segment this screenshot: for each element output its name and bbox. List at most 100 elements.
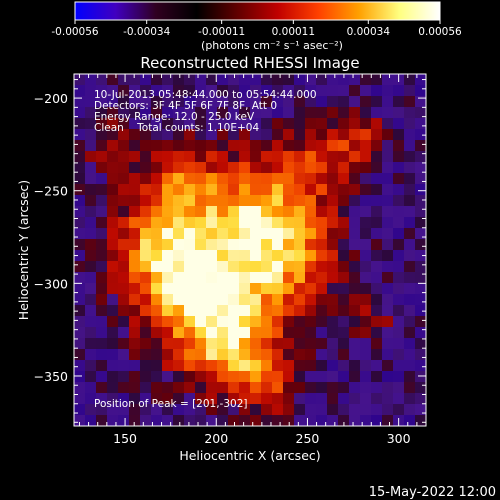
heatmap-cell (107, 206, 119, 218)
heatmap-cell (371, 151, 383, 163)
heatmap-cell (184, 382, 196, 394)
heatmap-cell (415, 305, 426, 317)
heatmap-cell (96, 250, 108, 262)
heatmap-cell (294, 162, 306, 174)
heatmap-cell (371, 129, 383, 141)
heatmap-cell (85, 261, 97, 273)
heatmap-cell (217, 206, 229, 218)
heatmap-cell (74, 195, 86, 207)
heatmap-cell (338, 283, 350, 295)
colorbar-strip (74, 1, 441, 21)
heatmap-cell (360, 250, 372, 262)
heatmap-cell (118, 349, 130, 361)
heatmap-cell (272, 195, 284, 207)
heatmap-cell (261, 217, 273, 229)
heatmap-cell (239, 272, 251, 284)
heatmap-cell (217, 382, 229, 394)
heatmap-cells (74, 74, 426, 426)
heatmap-cell (338, 327, 350, 339)
heatmap-cell (382, 305, 394, 317)
heatmap-cell (239, 382, 251, 394)
heatmap-cell (217, 85, 229, 97)
heatmap-cell (393, 371, 405, 383)
heatmap-cell (206, 217, 218, 229)
heatmap-cell (195, 261, 207, 273)
heatmap-cell (118, 173, 130, 185)
heatmap-cell (151, 118, 163, 130)
heatmap-cell (261, 129, 273, 141)
heatmap-cell (228, 404, 240, 416)
heatmap-cell (360, 195, 372, 207)
heatmap-cell (107, 140, 119, 152)
colorbar-ticks: -0.00056 -0.00034 -0.00011 0.00011 0.00034 0.… (51, 20, 462, 38)
heatmap-cell (206, 338, 218, 350)
heatmap-cell (283, 118, 295, 130)
heatmap-cell (96, 151, 108, 163)
heatmap-cell (360, 151, 372, 163)
heatmap-cell (184, 107, 196, 119)
heatmap-cell (107, 173, 119, 185)
heatmap-cell (217, 162, 229, 174)
heatmap-cell (228, 140, 240, 152)
heatmap-cell (96, 349, 108, 361)
heatmap-cell (349, 151, 361, 163)
heatmap-cell (415, 404, 426, 416)
heatmap-cell (327, 349, 339, 361)
heatmap-cell (327, 162, 339, 174)
heatmap-cell (404, 184, 416, 196)
heatmap-cell (393, 305, 405, 317)
heatmap-cell (195, 283, 207, 295)
heatmap-cell (360, 140, 372, 152)
heatmap-cell (173, 371, 185, 383)
heatmap-cell (217, 129, 229, 141)
heatmap-cell (294, 250, 306, 262)
heatmap-cell (195, 118, 207, 130)
heatmap-cell (195, 305, 207, 317)
heatmap-cell (316, 184, 328, 196)
heatmap-cell (261, 151, 273, 163)
heatmap-cell (140, 305, 152, 317)
heatmap-cell (151, 184, 163, 196)
heatmap-cell (195, 74, 207, 86)
heatmap-cell (382, 107, 394, 119)
heatmap-cell (217, 250, 229, 262)
heatmap-cell (228, 327, 240, 339)
heatmap-cell (316, 206, 328, 218)
heatmap-cell (85, 349, 97, 361)
heatmap-cell (327, 294, 339, 306)
heatmap-cell (272, 206, 284, 218)
heatmap-cell (74, 129, 86, 141)
heatmap-cell (261, 250, 273, 262)
heatmap-cell (283, 140, 295, 152)
heatmap-cell (261, 184, 273, 196)
heatmap-cell (371, 96, 383, 108)
heatmap-cell (184, 283, 196, 295)
heatmap-cell (283, 129, 295, 141)
heatmap-cell (393, 195, 405, 207)
heatmap-cell (162, 393, 174, 405)
heatmap-cell (206, 305, 218, 317)
heatmap-cell (184, 162, 196, 174)
heatmap-cell (382, 283, 394, 295)
heatmap-cell (184, 173, 196, 185)
heatmap-cell (404, 415, 416, 426)
heatmap-cell (85, 305, 97, 317)
heatmap-cell (272, 74, 284, 86)
heatmap-cell (107, 96, 119, 108)
heatmap-cell (349, 393, 361, 405)
heatmap-cell (96, 206, 108, 218)
heatmap-cell (404, 393, 416, 405)
heatmap-cell (239, 118, 251, 130)
heatmap-cell (195, 140, 207, 152)
heatmap-cell (217, 393, 229, 405)
heatmap-cell (250, 162, 262, 174)
heatmap-cell (140, 382, 152, 394)
heatmap-cell (151, 294, 163, 306)
heatmap-cell (228, 305, 240, 317)
heatmap-cell (107, 107, 119, 119)
heatmap-cell (327, 217, 339, 229)
heatmap-cell (228, 239, 240, 251)
heatmap-cell (118, 250, 130, 262)
heatmap-cell (316, 195, 328, 207)
heatmap-cell (305, 261, 317, 273)
